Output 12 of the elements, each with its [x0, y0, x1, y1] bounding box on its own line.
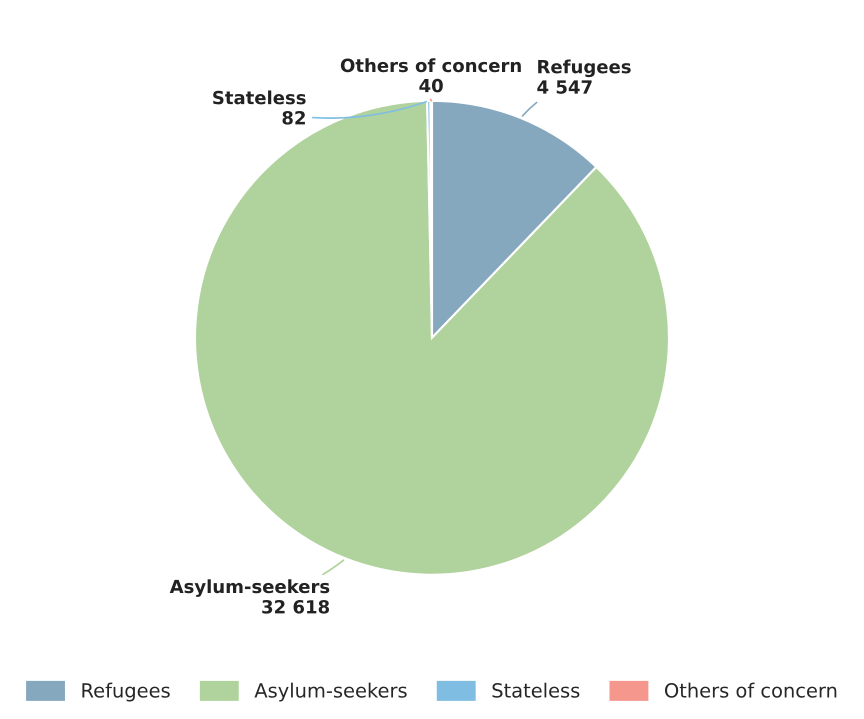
slice-label: Others of concern: [340, 58, 521, 72]
legend-label: Others of concern: [665, 682, 836, 698]
data-label: 32 618: [262, 600, 330, 614]
data-label: 82: [282, 110, 305, 125]
slice-label: Stateless: [213, 90, 306, 104]
legend-label: Refugees: [82, 682, 170, 702]
legend-label: Asylum-seekers: [254, 682, 407, 702]
data-label: 40: [419, 78, 443, 92]
slice-label: Asylum-seekers: [170, 579, 330, 597]
slice-label: Refugees: [538, 59, 631, 78]
legend-label: Stateless: [492, 682, 580, 698]
data-label: 4 547: [537, 80, 592, 94]
